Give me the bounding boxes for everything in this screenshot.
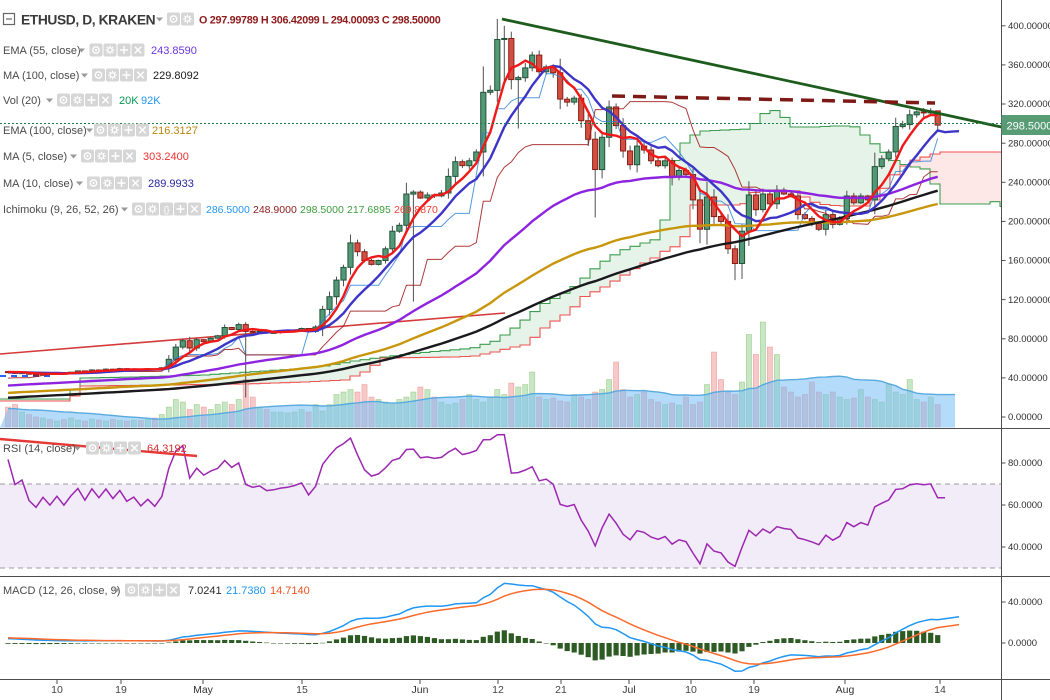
svg-text:243.8590: 243.8590 — [151, 45, 197, 57]
svg-text:216.3127: 216.3127 — [152, 125, 198, 137]
svg-text:MA (100, close): MA (100, close) — [3, 70, 79, 82]
svg-text:Jun: Jun — [412, 684, 429, 696]
svg-text:MA (5, close): MA (5, close) — [3, 151, 67, 163]
svg-text:400.00000: 400.00000 — [1008, 21, 1050, 32]
svg-text:40.0000: 40.0000 — [1008, 597, 1042, 608]
svg-text:40.00000: 40.00000 — [1008, 373, 1048, 384]
svg-text:7.0241: 7.0241 — [188, 585, 222, 597]
svg-text:286.5000: 286.5000 — [206, 204, 250, 216]
svg-text:15: 15 — [296, 684, 308, 696]
svg-text:Aug: Aug — [836, 684, 855, 696]
svg-text:19: 19 — [115, 684, 127, 696]
svg-text:EMA (55, close): EMA (55, close) — [3, 45, 81, 57]
svg-text:MACD (12, 26, close, 9): MACD (12, 26, close, 9) — [3, 585, 120, 597]
svg-text:360.00000: 360.00000 — [1008, 60, 1050, 71]
svg-text:92K: 92K — [141, 95, 161, 107]
svg-text:Vol (20): Vol (20) — [3, 95, 41, 107]
svg-text:280.00000: 280.00000 — [1008, 138, 1050, 149]
svg-text:21.7380: 21.7380 — [226, 585, 266, 597]
svg-text:80.00000: 80.00000 — [1008, 334, 1048, 345]
svg-text:EMA (100, close): EMA (100, close) — [3, 125, 87, 137]
svg-text:10: 10 — [51, 684, 63, 696]
svg-text:229.8092: 229.8092 — [153, 70, 199, 82]
svg-text:21: 21 — [555, 684, 567, 696]
svg-text:269.8870: 269.8870 — [394, 204, 438, 216]
svg-text:289.9933: 289.9933 — [148, 178, 194, 190]
svg-text:Ichimoku (9, 26, 52, 26): Ichimoku (9, 26, 52, 26) — [3, 204, 119, 216]
svg-text:240.00000: 240.00000 — [1008, 178, 1050, 189]
svg-text:MA (10, close): MA (10, close) — [3, 178, 73, 190]
svg-text:20K: 20K — [119, 95, 139, 107]
svg-text:Jul: Jul — [622, 684, 635, 696]
svg-text:200.00000: 200.00000 — [1008, 217, 1050, 228]
svg-text:64.3192: 64.3192 — [147, 443, 187, 455]
svg-text:320.00000: 320.00000 — [1008, 99, 1050, 110]
svg-text:10: 10 — [685, 684, 697, 696]
svg-text:248.9000: 248.9000 — [253, 204, 297, 216]
svg-text:14: 14 — [934, 684, 946, 696]
svg-text:60.0000: 60.0000 — [1008, 500, 1042, 511]
svg-text:RSI (14, close): RSI (14, close) — [3, 443, 76, 455]
svg-text:298.50000: 298.50000 — [1007, 121, 1050, 133]
svg-text:ETHUSD, D, KRAKEN: ETHUSD, D, KRAKEN — [21, 13, 156, 28]
svg-text:120.00000: 120.00000 — [1008, 295, 1050, 306]
svg-text:{}: {} — [163, 205, 169, 215]
svg-text:May: May — [193, 684, 214, 696]
svg-text:19: 19 — [748, 684, 760, 696]
svg-text:O 297.99789 H 306.42099 L 294.: O 297.99789 H 306.42099 L 294.00093 C 29… — [199, 15, 441, 27]
svg-text:0.00000: 0.00000 — [1008, 412, 1042, 423]
svg-text:303.2400: 303.2400 — [143, 151, 189, 163]
svg-text:12: 12 — [492, 684, 504, 696]
svg-text:14.7140: 14.7140 — [270, 585, 310, 597]
svg-text:80.0000: 80.0000 — [1008, 458, 1042, 469]
svg-text:298.5000: 298.5000 — [300, 204, 344, 216]
svg-text:160.00000: 160.00000 — [1008, 256, 1050, 267]
svg-text:40.0000: 40.0000 — [1008, 542, 1042, 553]
svg-text:217.6895: 217.6895 — [347, 204, 391, 216]
svg-text:0.0000: 0.0000 — [1008, 638, 1037, 649]
